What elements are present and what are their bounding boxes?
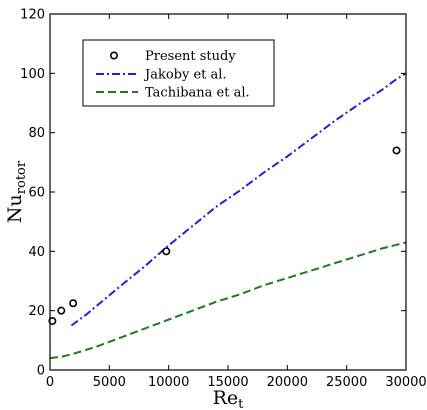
y-axis-label: Nurotor [4, 160, 29, 223]
data-point [48, 317, 57, 326]
legend-marker-present-study [110, 51, 119, 60]
x-tick-label: 20000 [267, 375, 308, 390]
y-tick-label: 0 [37, 364, 45, 379]
data-point [162, 247, 171, 256]
y-tick-label: 60 [28, 186, 45, 201]
data-point [392, 146, 401, 155]
ticks-layer: 0 5000 10000 15000 20000 25000 30000 0 20 40 60 80 1… [20, 8, 427, 391]
y-tick-label: 20 [28, 304, 45, 319]
series-line-1 [70, 72, 407, 327]
y-tick-label: 80 [28, 126, 45, 141]
x-tick-label: 30000 [385, 375, 426, 390]
legend-label-present-study: Present study [145, 49, 236, 64]
x-tick-label: 0 [46, 375, 54, 390]
legend-label-jakoby: Jakoby et al. [143, 68, 227, 83]
y-tick-label: 120 [20, 8, 45, 23]
x-tick-label: 5000 [93, 375, 126, 390]
legend-label-tachibana: Tachibana et al. [145, 86, 250, 101]
data-point [57, 306, 66, 315]
legend: Present study Jakoby et al. Tachibana et… [82, 39, 275, 107]
y-tick-label: 100 [20, 67, 45, 82]
x-tick-label: 25000 [326, 375, 367, 390]
data-point [69, 299, 78, 308]
x-tick-label: 10000 [148, 375, 189, 390]
x-axis-label: Ret [213, 387, 245, 410]
y-tick-label: 40 [28, 245, 45, 260]
series-line-2 [49, 241, 407, 360]
series-layer [48, 72, 407, 360]
x-tick-label: 15000 [207, 375, 248, 390]
plot-frame [49, 13, 407, 371]
